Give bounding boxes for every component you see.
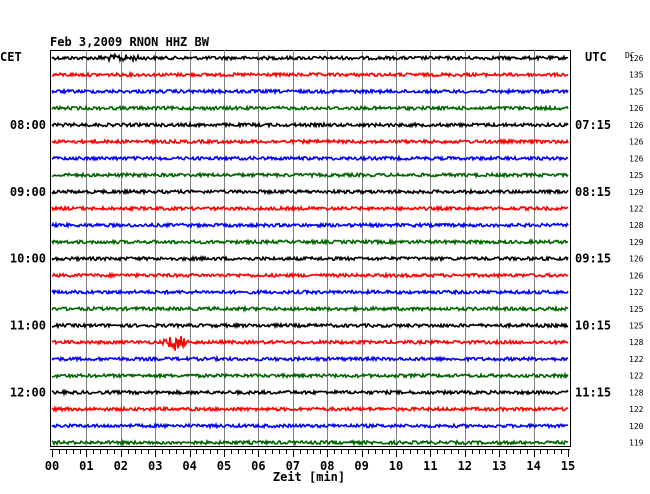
- seismic-trace: [51, 121, 569, 129]
- seismic-trace: [51, 187, 569, 196]
- cet-time-label: 11:00: [10, 319, 46, 333]
- seismic-trace: [51, 70, 569, 79]
- utc-time-label: 09:15: [575, 252, 611, 266]
- dc-value: 129: [629, 188, 644, 197]
- seismic-trace: [51, 288, 569, 296]
- dc-value: 126: [629, 54, 644, 63]
- x-tick-label: 05: [217, 459, 231, 473]
- seismic-trace: [51, 171, 569, 179]
- cet-time-label: 08:00: [10, 118, 46, 132]
- x-tick-label: 03: [148, 459, 162, 473]
- x-tick-label: 00: [45, 459, 59, 473]
- x-tick-label: 04: [182, 459, 196, 473]
- chart-title: Feb 3,2009 RNON HHZ BW: [50, 35, 210, 49]
- seismic-trace: [51, 104, 569, 112]
- seismic-trace: [51, 422, 569, 430]
- dc-value: 128: [629, 388, 644, 397]
- x-tick-label: 01: [79, 459, 93, 473]
- dc-value: 128: [629, 338, 644, 347]
- dc-value: 122: [629, 288, 644, 297]
- dc-value: 126: [629, 121, 644, 130]
- x-tick-label: 10: [389, 459, 403, 473]
- vertical-grid: [86, 50, 535, 446]
- seismic-trace: [51, 87, 569, 96]
- x-tick-label: 06: [251, 459, 265, 473]
- utc-time-label: 11:15: [575, 385, 611, 399]
- dc-value: 126: [629, 255, 644, 264]
- seismic-trace: [51, 336, 569, 351]
- dc-label: DC: [625, 51, 635, 60]
- x-tick-label: 15: [561, 459, 575, 473]
- dc-value: 122: [629, 204, 644, 213]
- dc-value: 126: [629, 271, 644, 280]
- x-tick-label: 08: [320, 459, 334, 473]
- x-tick-label: 09: [354, 459, 368, 473]
- dc-value: 122: [629, 405, 644, 414]
- left-axis-label: CET: [0, 50, 22, 64]
- x-axis: 00 01 02 03 04 05 06 07 08 09 10 11 12 13 14 15: [45, 449, 575, 473]
- seismic-trace: [51, 388, 569, 397]
- seismic-trace: [51, 438, 569, 447]
- x-tick-label: 12: [458, 459, 472, 473]
- row-labels: 126 135 125 126 08:00 07:15 126 126 126 125 09:00 0…: [10, 54, 644, 448]
- x-tick-label: 13: [492, 459, 506, 473]
- cet-time-label: 10:00: [10, 252, 46, 266]
- seismic-trace: [51, 254, 569, 263]
- x-axis-title: Zeit [min]: [273, 470, 345, 484]
- seismic-trace: [51, 405, 569, 413]
- x-tick-label: 02: [114, 459, 128, 473]
- seismic-trace: [51, 204, 569, 213]
- cet-time-label: 12:00: [10, 385, 46, 399]
- seismic-trace: [51, 237, 569, 246]
- dc-value: 135: [629, 71, 644, 80]
- seismic-trace: [51, 354, 569, 363]
- trace-group: [51, 52, 569, 447]
- dc-value: 126: [629, 154, 644, 163]
- seismic-trace: [51, 304, 569, 313]
- seismic-trace: [51, 371, 569, 380]
- utc-time-label: 08:15: [575, 185, 611, 199]
- dc-value: 125: [629, 305, 644, 314]
- dc-value: 125: [629, 171, 644, 180]
- dc-value: 125: [629, 87, 644, 96]
- seismic-trace: [51, 321, 569, 330]
- x-tick-label: 14: [526, 459, 540, 473]
- utc-time-label: 07:15: [575, 118, 611, 132]
- utc-time-label: 10:15: [575, 319, 611, 333]
- dc-value: 122: [629, 355, 644, 364]
- dc-value: 128: [629, 221, 644, 230]
- cet-time-label: 09:00: [10, 185, 46, 199]
- dc-value: 126: [629, 104, 644, 113]
- right-axis-label: UTC: [585, 50, 607, 64]
- seismic-trace: [51, 221, 569, 230]
- seismic-trace: [51, 52, 569, 64]
- seismic-trace: [51, 137, 569, 146]
- dc-value: 129: [629, 238, 644, 247]
- dc-value: 126: [629, 138, 644, 147]
- seismic-trace: [51, 271, 569, 280]
- dc-value: 119: [629, 439, 644, 448]
- x-tick-label: 11: [423, 459, 437, 473]
- dc-value: 125: [629, 322, 644, 331]
- dc-value: 122: [629, 372, 644, 381]
- x-tick-label: 07: [286, 459, 300, 473]
- seismic-trace: [51, 154, 569, 162]
- plot-frame: [50, 50, 571, 447]
- dc-value: 120: [629, 422, 644, 431]
